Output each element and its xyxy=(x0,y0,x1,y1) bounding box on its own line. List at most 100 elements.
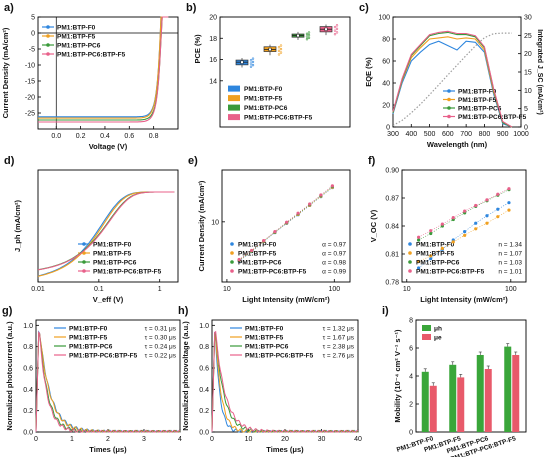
panel-label: c) xyxy=(359,2,369,14)
bar-mu-e xyxy=(512,355,520,432)
box-point xyxy=(251,57,255,60)
box-point xyxy=(279,47,283,51)
y-axis-label: Current Density (mA/cm²) xyxy=(197,180,206,271)
ideality-label: n = 1.07 xyxy=(498,251,522,258)
ideality-label: n = 1.34 xyxy=(498,242,522,249)
jv-curve-0 xyxy=(38,16,169,118)
box-point xyxy=(279,51,283,54)
y-tick-label: 8 xyxy=(409,318,413,325)
y-tick-label: -15 xyxy=(25,79,35,86)
legend-marker xyxy=(82,242,86,246)
legend-swatch xyxy=(228,114,240,121)
x-tick-label: 0.8 xyxy=(149,133,159,140)
box-point xyxy=(307,34,311,37)
data-point xyxy=(463,233,467,237)
eqe-curve-3 xyxy=(392,30,513,128)
tau-label: τ = 1.32 μs xyxy=(323,326,355,333)
legend-label: PM1:BTP-F5 xyxy=(416,251,455,258)
legend-label: μh xyxy=(434,326,442,333)
jv-curve-3 xyxy=(38,16,169,123)
box-point xyxy=(307,36,311,40)
x-tick-label: 1000 xyxy=(513,131,529,138)
box-point xyxy=(335,27,339,31)
legend-label: PM1:BTP-PC6:BTP-F5 xyxy=(57,52,126,59)
y-tick-label: -5 xyxy=(29,47,35,54)
box-point xyxy=(249,59,253,62)
bar-mu-h xyxy=(504,346,512,432)
legend-marker xyxy=(46,25,50,29)
box-point xyxy=(249,65,253,68)
y-tick-label: 10 xyxy=(211,219,219,226)
data-point xyxy=(285,220,289,224)
box-point xyxy=(277,46,281,49)
x-tick-label: 700 xyxy=(460,131,472,138)
y-tick-label-right: 0 xyxy=(524,125,528,132)
box-point xyxy=(305,35,309,38)
x-tick-label: 2 xyxy=(106,436,110,443)
y-tick-label: 0.2 xyxy=(199,408,209,415)
legend-swatch xyxy=(228,95,240,102)
panel-a: a) 0.0 0.2 0.4 0.6 0.8 -25 -20 -15 -10 -5 0 5 Voltage… xyxy=(1,2,179,151)
legend-label: PM1:BTP-F0 xyxy=(244,86,283,93)
panel-g: g) 0 1 2 3 4 0.0 0.2 0.4 0.6 0.8 1.0 Times (μs) Norma… xyxy=(2,305,182,454)
data-point xyxy=(417,235,421,239)
y-tick-label: 0.8 xyxy=(23,344,33,351)
legend-swatch xyxy=(228,104,240,111)
y-tick-label-right: 25 xyxy=(524,33,532,40)
legend-marker xyxy=(230,260,234,264)
x-tick-label: 100 xyxy=(505,286,517,293)
x-tick-label: 30 xyxy=(318,436,326,443)
data-point xyxy=(451,240,455,244)
legend-marker xyxy=(82,260,86,264)
x-tick-label: 10 xyxy=(245,436,253,443)
y-tick-label: 0.0 xyxy=(23,430,33,437)
tau-label: τ = 0.30 μs xyxy=(145,335,177,342)
x-tick-label: 1 xyxy=(70,436,74,443)
legend-label: PM1:BTP-F5 xyxy=(93,251,132,258)
y-axis-label: Mobility (10⁻⁴ cm² V⁻¹ s⁻¹) xyxy=(393,329,402,423)
legend-label: PM1:BTP-F0 xyxy=(458,89,497,96)
legend-label: PM1:BTP-PC6 xyxy=(416,260,460,267)
box-mean xyxy=(268,47,272,51)
legend-marker xyxy=(46,43,50,47)
data-point xyxy=(507,187,511,191)
panel-h: h) 0 10 20 30 40 0.0 0.2 0.4 0.6 0.8 1.0 Times (μs) N… xyxy=(178,305,362,454)
y-tick-label: 0.0 xyxy=(199,430,209,437)
legend-label: PM1:BTP-F5 xyxy=(458,97,497,104)
legend-label: PM1:BTP-PC6 xyxy=(57,43,101,50)
decay-curve-3 xyxy=(211,330,359,433)
legend-marker xyxy=(447,114,451,119)
x-tick-label: 800 xyxy=(479,131,491,138)
legend-label: PM1:BTP-F5 xyxy=(238,251,277,258)
y-tick-label: 80 xyxy=(382,37,390,44)
y-tick-label: 0.6 xyxy=(199,366,209,373)
panel-label: e) xyxy=(188,155,198,167)
legend-label: PM1:BTP-F5 xyxy=(69,335,108,342)
tau-label: τ = 0.22 μs xyxy=(145,353,177,360)
data-point xyxy=(429,231,433,236)
x-tick-label: 40 xyxy=(354,436,362,443)
jv-curve-2 xyxy=(38,16,169,121)
y-tick-label: 16 xyxy=(209,57,217,64)
data-point xyxy=(429,257,433,261)
legend-marker xyxy=(230,242,234,246)
data-point xyxy=(262,239,266,243)
box-mean xyxy=(240,60,244,64)
box-point xyxy=(277,49,281,53)
data-point xyxy=(496,207,500,211)
y-axis-label-right: Integrated J_SC (mA/cm²) xyxy=(536,29,543,115)
jph-curve-2 xyxy=(37,191,175,271)
y-tick-label: 6 xyxy=(409,346,413,353)
legend-label: PM1:BTP-PC6:BTP-F5 xyxy=(244,115,313,122)
box-mean xyxy=(296,34,300,38)
tau-label: τ = 2.38 μs xyxy=(323,344,355,351)
tau-label: τ = 0.31 μs xyxy=(145,326,177,333)
legend-label: PM1:BTP-PC6 xyxy=(458,106,502,113)
y-tick-label: 4 xyxy=(409,374,413,381)
y-tick-label: 20 xyxy=(382,103,390,110)
y-tick-label: -25 xyxy=(25,111,35,118)
x-tick-label: 0 xyxy=(210,436,214,443)
box-point xyxy=(335,24,339,27)
x-tick-label: 0.0 xyxy=(51,133,61,140)
